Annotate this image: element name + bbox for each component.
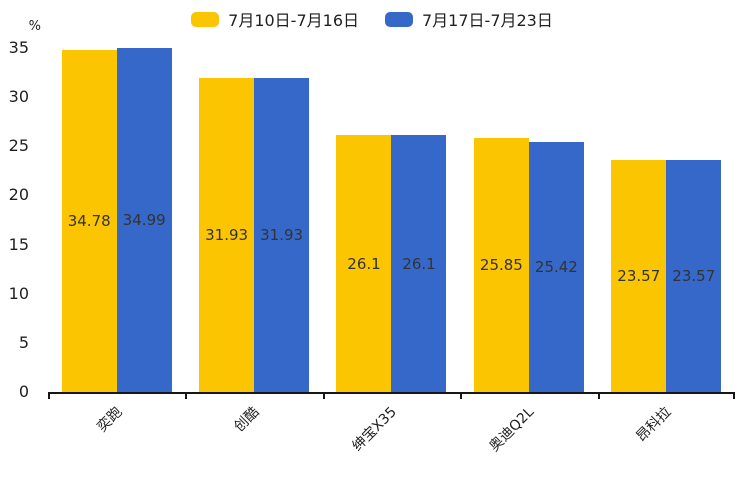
bar-group: 34.78 34.99 xyxy=(48,48,185,392)
x-category-label: 奥迪Q2L xyxy=(486,404,538,455)
x-category-label: 绅宝X35 xyxy=(349,404,400,455)
bar-value-label: 23.57 xyxy=(617,267,661,286)
x-axis-tick xyxy=(48,392,50,399)
x-category-label: 创酷 xyxy=(231,404,263,436)
bar-value-label: 26.1 xyxy=(347,254,381,273)
bar-value-label: 34.78 xyxy=(67,212,111,231)
y-tick-label: 20 xyxy=(8,185,29,205)
x-axis-tick xyxy=(460,392,463,399)
y-tick-label: 15 xyxy=(8,234,29,254)
y-axis-unit-label: % xyxy=(28,19,41,34)
bar-group: 26.1 26.1 xyxy=(323,48,460,392)
y-tick-label: 25 xyxy=(8,136,29,156)
bar-value-label: 31.93 xyxy=(260,226,304,245)
legend-label-week2: 7月17日-7月23日 xyxy=(422,11,553,30)
x-axis-tick xyxy=(733,392,735,399)
y-tick-label: 10 xyxy=(8,283,29,303)
bar: 26.1 xyxy=(336,135,392,392)
legend-swatch-yellow xyxy=(191,11,220,27)
bar-value-label: 25.85 xyxy=(479,255,523,274)
y-tick-label: 5 xyxy=(18,332,29,352)
x-axis-tick xyxy=(597,392,600,399)
y-tick-label: 35 xyxy=(8,38,29,57)
bar-value-label: 26.1 xyxy=(402,254,436,273)
legend-item-week2[interactable]: 7月17日-7月23日 xyxy=(385,7,553,31)
bar: 25.85 xyxy=(473,137,529,392)
x-axis-tick xyxy=(185,392,188,399)
bar: 31.93 xyxy=(254,78,310,392)
bar: 23.57 xyxy=(611,160,667,392)
bar-value-label: 31.93 xyxy=(205,226,249,245)
bar-group: 23.57 23.57 xyxy=(598,48,735,392)
bar: 31.93 xyxy=(199,78,255,392)
bar-value-label: 25.42 xyxy=(534,258,578,277)
bar-value-label: 23.57 xyxy=(672,267,716,286)
bar: 26.1 xyxy=(391,135,447,392)
y-tick-label: 0 xyxy=(18,382,29,401)
bar-group: 25.85 25.42 xyxy=(460,48,597,392)
bar: 25.42 xyxy=(528,142,584,392)
bar: 23.57 xyxy=(666,160,722,392)
bar-value-label: 34.99 xyxy=(122,211,166,230)
x-category-label: 奕跑 xyxy=(94,404,126,436)
y-axis-labels: 0 5 10 15 20 25 30 35 xyxy=(0,0,29,496)
y-tick-label: 30 xyxy=(8,87,29,107)
bar: 34.78 xyxy=(61,50,117,392)
legend-item-week1[interactable]: 7月10日-7月16日 xyxy=(191,7,359,31)
legend-label-week1: 7月10日-7月16日 xyxy=(228,11,359,30)
legend-swatch-blue xyxy=(385,11,413,27)
x-axis-tick xyxy=(322,392,325,399)
bar-group: 31.93 31.93 xyxy=(185,48,322,392)
bar: 34.99 xyxy=(116,48,172,392)
chart-legend: 7月10日-7月16日 7月17日-7月23日 xyxy=(0,7,744,31)
plot-area: 34.78 34.99 奕跑 31.93 31.93 创酷 26.1 26.1 绅宝X35 25.… xyxy=(48,48,735,455)
x-category-label: 昂科拉 xyxy=(633,404,675,446)
